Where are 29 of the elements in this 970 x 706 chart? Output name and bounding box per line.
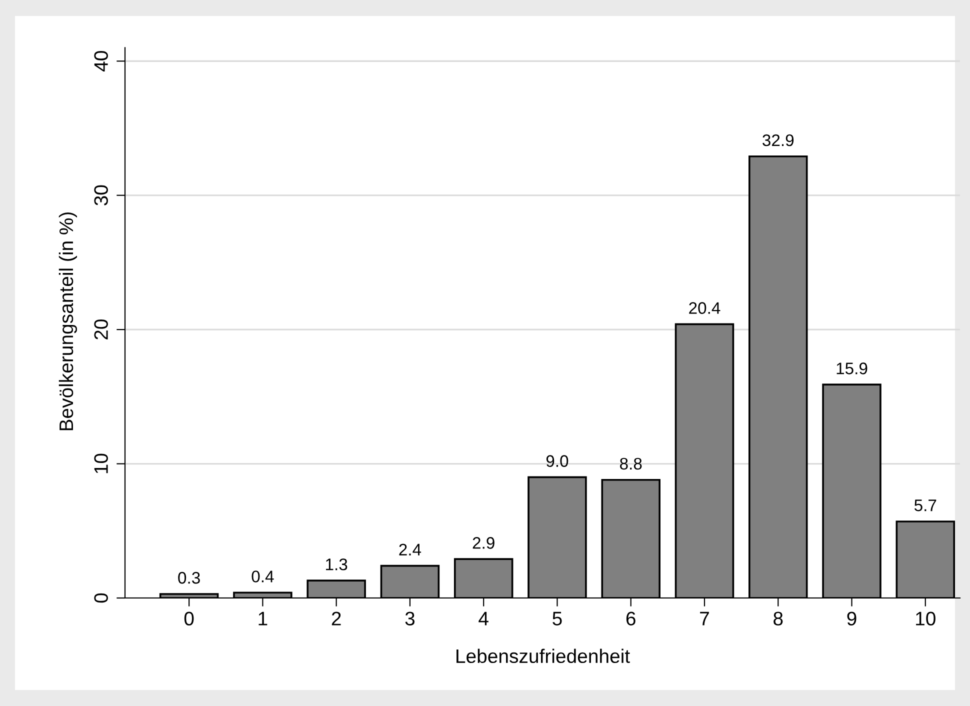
data-label: 2.4: [399, 544, 422, 556]
x-tick-label: 6: [626, 612, 636, 626]
x-tick-label: 0: [184, 612, 194, 626]
x-tick-label: 8: [774, 612, 783, 626]
x-tick-label: 1: [258, 612, 268, 626]
data-label: 5.7: [914, 500, 936, 512]
x-tick-label: 7: [700, 612, 709, 626]
data-label: 20.4: [689, 302, 720, 314]
x-tick-label: 2: [332, 612, 341, 626]
y-tick-label: 40: [94, 51, 108, 72]
data-label: 32.9: [762, 134, 794, 146]
x-tick-label: 3: [405, 612, 415, 626]
y-tick-label: 10: [94, 454, 108, 474]
x-tick-label: 10: [916, 612, 936, 626]
y-axis-title: Bevölkerungsanteil (in %): [58, 212, 78, 430]
data-label: 9.0: [546, 455, 568, 467]
x-axis-title: Lebenszufriedenheit: [456, 648, 630, 664]
x-tick-label: 5: [552, 612, 562, 626]
x-tick-label: 4: [478, 612, 488, 626]
y-tick-label: 30: [94, 185, 108, 206]
data-label: 2.9: [472, 537, 494, 549]
data-label: 15.9: [836, 362, 868, 374]
data-label: 0.4: [252, 570, 274, 582]
data-label: 1.3: [326, 558, 348, 570]
y-tick-label: 0: [94, 593, 108, 603]
y-tick-label: 20: [94, 320, 108, 340]
x-tick-label: 9: [847, 612, 856, 626]
data-label: 8.8: [620, 458, 642, 470]
data-label: 0.3: [178, 572, 200, 584]
